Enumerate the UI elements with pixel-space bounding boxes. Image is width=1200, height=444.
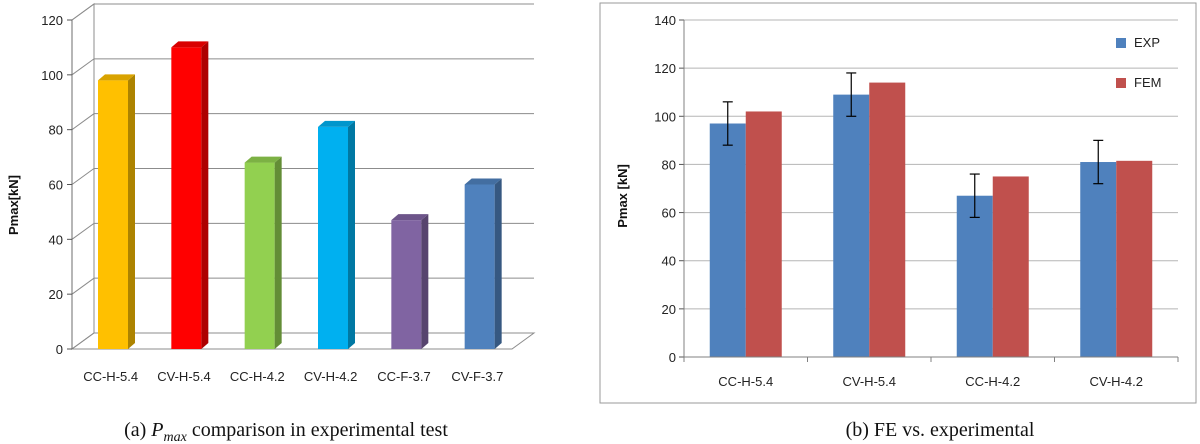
chart-b-legend-swatch-fem <box>1116 78 1126 88</box>
chart-b-legend: EXP FEM <box>1116 35 1161 90</box>
chart-a-gridline <box>71 168 534 185</box>
chart-b-legend-swatch-exp <box>1116 38 1126 48</box>
chart-a-gridline <box>71 113 534 131</box>
chart-a-experimental-pmax: 0 20 40 60 80 100 120 CC-H-5.4 CV-H-5.4 CC-H-4.2… <box>6 3 536 444</box>
chart-a-category-labels: CC-H-5.4 CV-H-5.4 CC-H-4.2 CV-H-4.2 CC-F-3.7… <box>83 369 503 384</box>
chart-a-bars <box>98 41 502 350</box>
chart-b-y-tick-label: 20 <box>662 302 676 317</box>
chart-b-caption: (b) FE vs. experimental <box>846 419 1035 441</box>
chart-a-bar-side <box>348 120 355 349</box>
chart-a-bar-top <box>464 178 502 185</box>
chart-a-bar <box>244 156 282 349</box>
chart-a-bar-side <box>421 214 429 349</box>
chart-a-caption-subscript: max <box>164 430 188 444</box>
chart-a-bar-front <box>318 126 348 349</box>
chart-a-category-label: CC-H-5.4 <box>83 369 138 384</box>
chart-b-legend-label-exp: EXP <box>1134 35 1160 50</box>
chart-b-category-label: CV-H-4.2 <box>1090 374 1143 389</box>
chart-a-y-tick-label: 100 <box>41 68 63 83</box>
chart-a-gridline <box>71 58 534 76</box>
chart-b-y-tick-label: 100 <box>654 109 676 124</box>
chart-a-bar-front <box>171 47 202 350</box>
chart-a-bar <box>464 178 502 349</box>
chart-b-bar-exp <box>833 94 870 357</box>
chart-a-bar-top <box>391 214 429 221</box>
chart-b-bar-fem <box>745 111 782 357</box>
chart-a-bar-front <box>391 220 422 349</box>
chart-a-bar-side <box>201 41 209 350</box>
chart-b-y-axis-label: Pmax [kN] <box>615 164 630 228</box>
chart-a-y-axis-label: Pmax[kN] <box>6 175 21 235</box>
chart-a-bar-side <box>494 178 502 349</box>
chart-a-bar-top <box>98 74 135 81</box>
chart-a-category-label: CV-F-3.7 <box>451 369 503 384</box>
chart-a-caption-symbol: P <box>150 419 163 441</box>
chart-a-bar-front <box>98 80 128 350</box>
chart-b-error-bar <box>1093 139 1104 185</box>
chart-a-y-tick-label: 120 <box>41 13 63 28</box>
chart-a-bar <box>171 41 209 350</box>
chart-a-gridline <box>71 332 534 350</box>
chart-b-category-labels: CC-H-5.4 CV-H-5.4 CC-H-4.2 CV-H-4.2 <box>718 374 1143 389</box>
chart-a-y-tick-label: 80 <box>49 123 63 138</box>
chart-a-y-tick-label: 20 <box>49 287 63 302</box>
chart-b-y-tick-label: 140 <box>654 13 676 28</box>
chart-b-error-bar <box>969 173 980 218</box>
chart-b-error-bars <box>722 72 1104 218</box>
chart-a-category-label: CV-H-4.2 <box>304 369 357 384</box>
chart-b-y-tick-label: 0 <box>669 350 676 365</box>
chart-a-caption-suffix: comparison in experimental test <box>187 419 448 441</box>
chart-a-gridline <box>71 277 534 295</box>
chart-a-bar <box>98 74 135 350</box>
chart-b-bar-fem <box>869 82 906 357</box>
chart-a-bar-top <box>171 41 209 48</box>
chart-a-category-label: CC-H-4.2 <box>230 369 285 384</box>
chart-a-y-tick-label: 60 <box>49 178 63 193</box>
chart-a-bar-front <box>244 162 275 349</box>
chart-a-caption: (a) Pmax comparison in experimental test <box>124 419 448 444</box>
chart-a-bar-top <box>318 120 355 127</box>
chart-b-y-tick-label: 120 <box>654 61 676 76</box>
chart-b-bar-fem <box>992 176 1029 357</box>
chart-a-gridline <box>71 3 534 21</box>
chart-b-axes <box>683 20 1179 362</box>
chart-a-gridline <box>71 222 534 240</box>
chart-a-caption-prefix: (a) <box>124 419 151 441</box>
chart-b-bar-exp <box>956 195 993 357</box>
chart-b-category-label: CC-H-5.4 <box>718 374 773 389</box>
chart-a-y-tick-label: 40 <box>49 232 63 247</box>
chart-b-bar-exp <box>1080 162 1117 357</box>
chart-b-y-ticks: 0 20 40 60 80 100 120 140 <box>654 13 684 365</box>
chart-a-bar-side <box>128 74 135 350</box>
chart-b-legend-label-fem: FEM <box>1134 75 1161 90</box>
chart-b-error-bar <box>722 101 733 146</box>
chart-a-bar <box>318 120 355 349</box>
chart-a-y-ticks: 0 20 40 60 80 100 120 <box>41 13 72 357</box>
chart-b-bars <box>709 82 1153 357</box>
chart-b-category-label: CC-H-4.2 <box>965 374 1020 389</box>
chart-a-category-label: CV-H-5.4 <box>157 369 210 384</box>
chart-b-y-tick-label: 80 <box>662 157 676 172</box>
chart-b-bar-fem <box>1116 160 1153 357</box>
chart-b-category-label: CV-H-5.4 <box>843 374 896 389</box>
chart-b-y-tick-label: 40 <box>662 254 676 269</box>
chart-b-error-bar <box>846 72 857 117</box>
chart-b-bar-exp <box>709 123 746 357</box>
chart-a-bar-side <box>274 156 282 349</box>
chart-a-y-tick-label: 0 <box>56 342 63 357</box>
chart-b-y-tick-label: 60 <box>662 206 676 221</box>
chart-a-bar-top <box>244 156 282 163</box>
chart-a-category-label: CC-F-3.7 <box>377 369 430 384</box>
chart-a-bar <box>391 214 429 349</box>
chart-a-bar-front <box>464 184 495 349</box>
